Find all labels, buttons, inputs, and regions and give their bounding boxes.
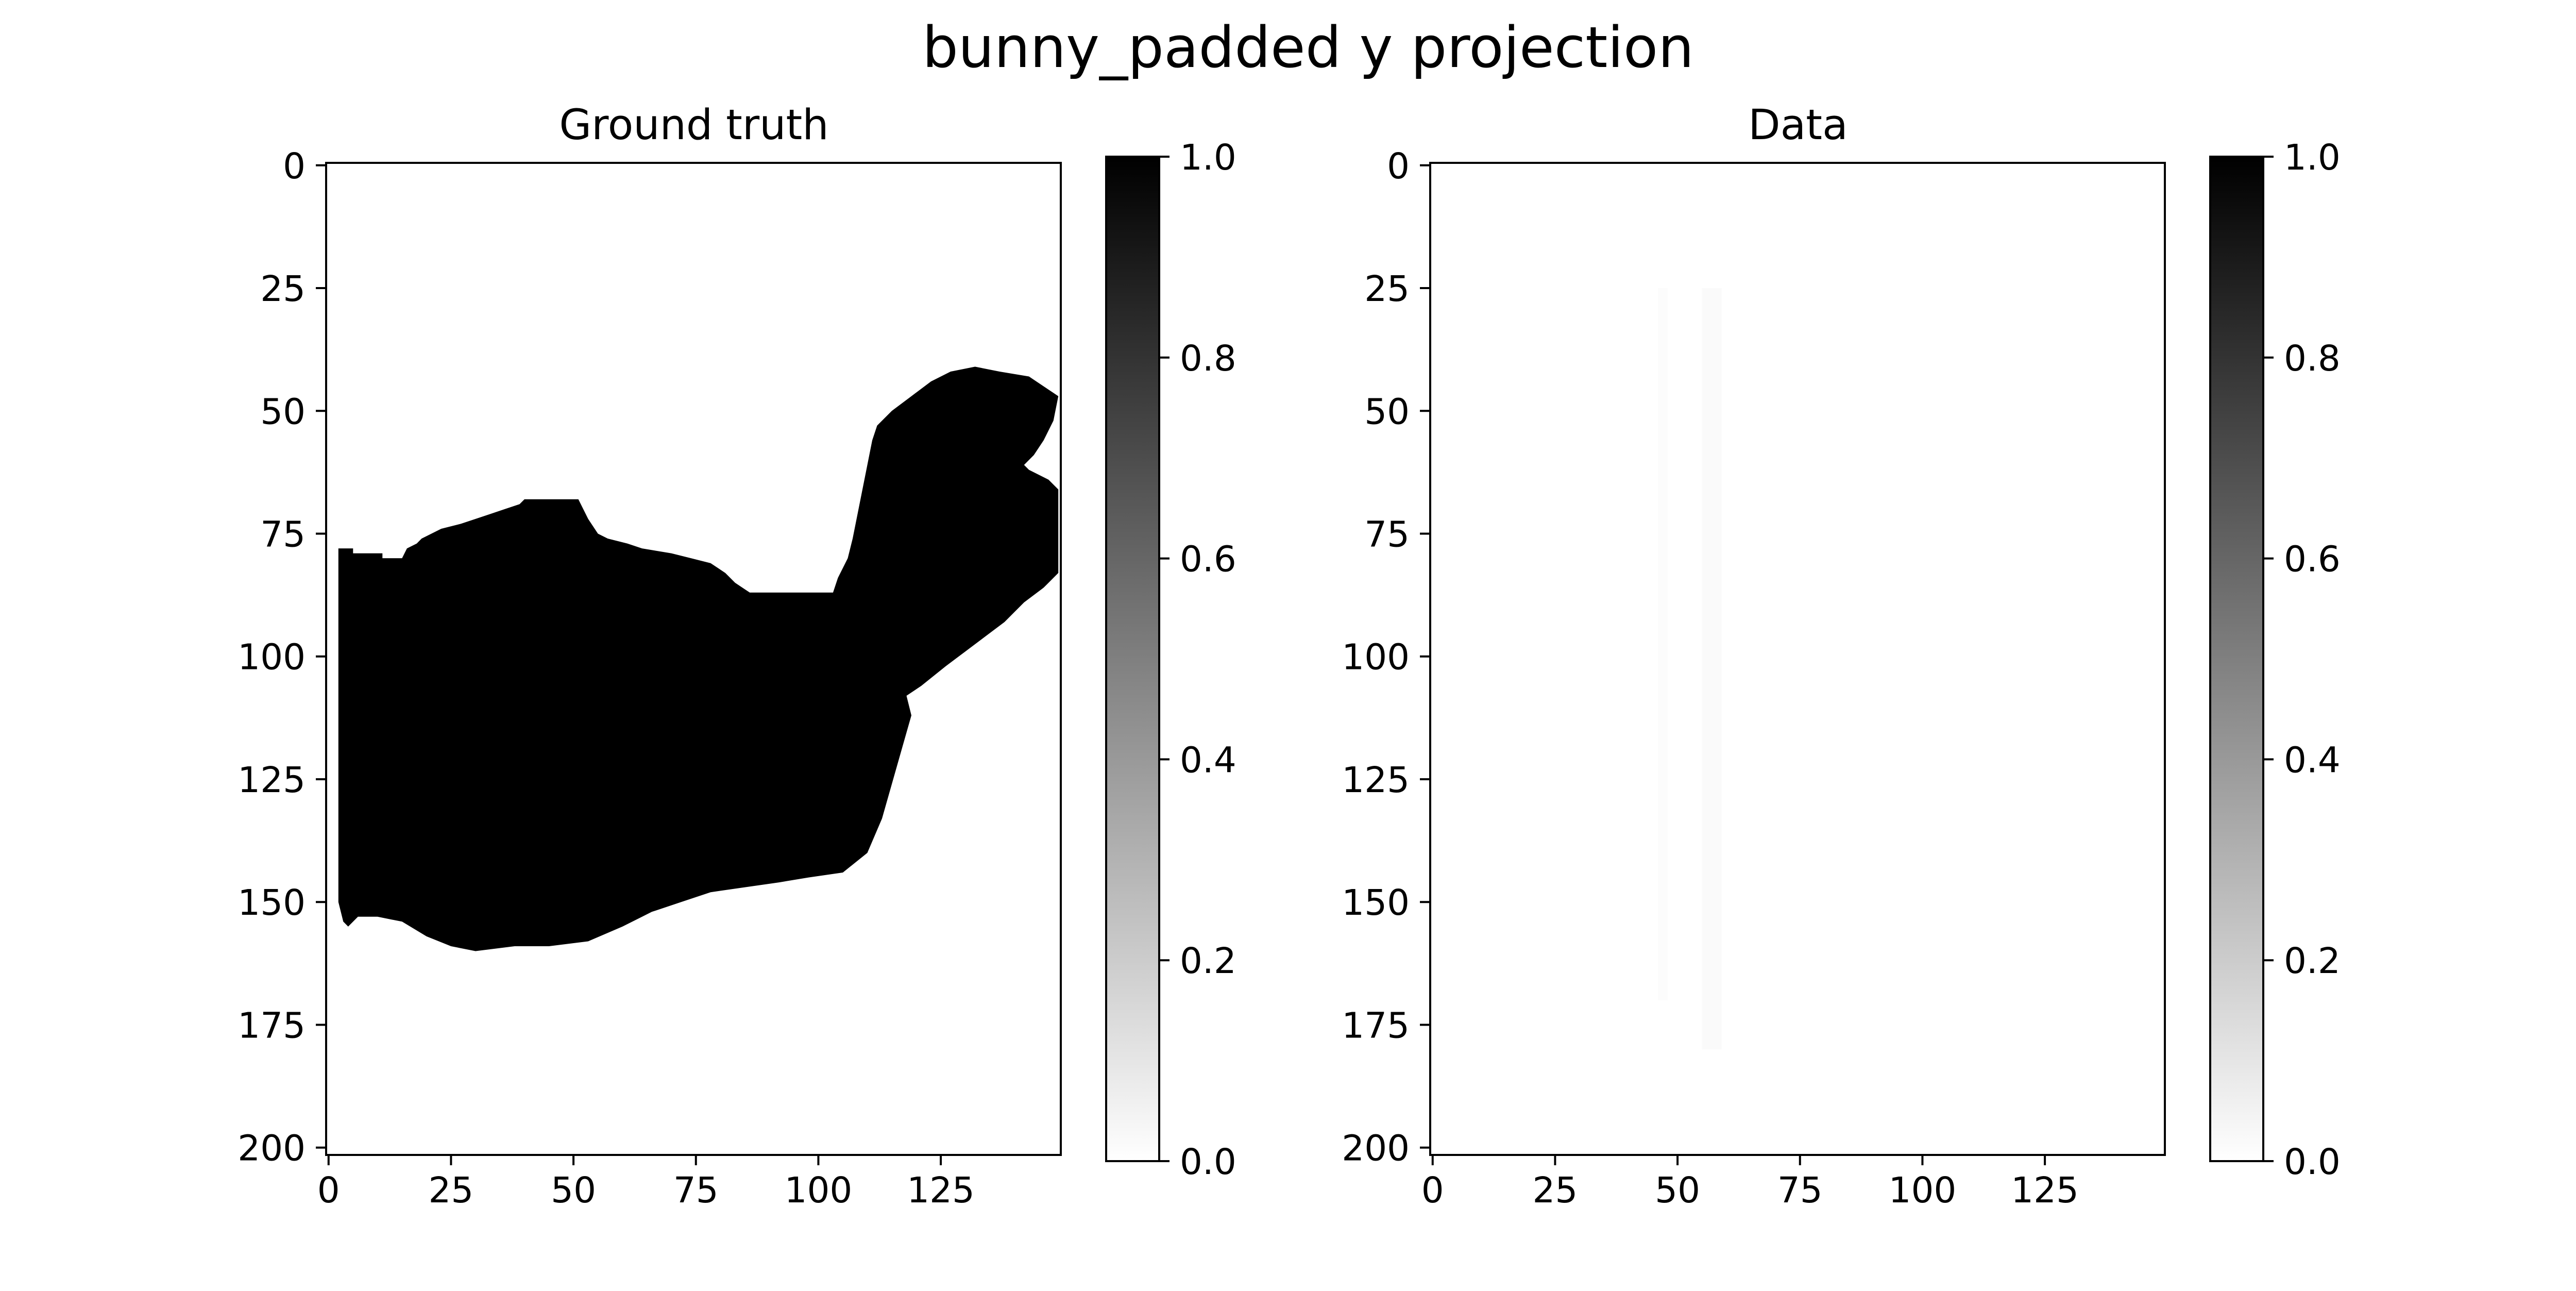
ground-truth-y-tick-label: 150 — [238, 882, 306, 924]
ground-truth-x-axis: 0 25 50 75 100 125 — [317, 1155, 975, 1211]
data-x-tick-label: 25 — [1533, 1170, 1578, 1211]
data-colorbar-tick-label: 0.2 — [2284, 941, 2341, 982]
ground-truth-y-tick-label: 25 — [260, 269, 306, 310]
ground-truth-x-tick-label: 50 — [551, 1170, 596, 1211]
ground-truth-y-tick-label: 125 — [238, 760, 306, 801]
ground-truth-colorbar-gradient — [1106, 157, 1159, 1161]
data-x-tick-label: 100 — [1889, 1170, 1957, 1211]
data-colorbar-tick-label: 1.0 — [2284, 137, 2341, 178]
data-y-tick-label: 200 — [1342, 1128, 1410, 1169]
ground-truth-y-tick-label: 0 — [283, 146, 306, 187]
ground-truth-y-axis: 0 25 50 75 100 125 150 175 200 — [238, 146, 326, 1169]
ground-truth-axes-frame — [325, 162, 1062, 1156]
ground-truth-y-tick-label: 75 — [260, 514, 306, 555]
data-x-tick-label: 75 — [1777, 1170, 1823, 1211]
data-colorbar-tick-label: 0.8 — [2284, 338, 2341, 379]
data-y-tick-label: 175 — [1342, 1005, 1410, 1046]
data-faint-column-0 — [1658, 288, 1668, 1000]
ground-truth-colorbar-tick-label: 0.0 — [1180, 1142, 1236, 1183]
ground-truth-y-tick-label: 50 — [260, 391, 306, 432]
ground-truth-colorbar: 0.0 0.2 0.4 0.6 0.8 1.0 — [1105, 137, 1236, 1183]
data-x-tick-label: 125 — [2011, 1170, 2079, 1211]
data-title: Data — [1748, 101, 1848, 149]
data-y-tick-label: 25 — [1364, 269, 1410, 310]
ground-truth-x-tick-label: 75 — [673, 1170, 719, 1211]
ground-truth-colorbar-tick-label: 0.4 — [1180, 740, 1236, 781]
data-colorbar-gradient — [2210, 157, 2263, 1161]
data-y-tick-label: 0 — [1387, 146, 1410, 187]
ground-truth-x-tick-label: 100 — [785, 1170, 853, 1211]
ground-truth-title: Ground truth — [559, 101, 828, 149]
ground-truth-bunny-silhouette — [338, 366, 1059, 951]
data-x-axis: 0 25 50 75 100 125 — [1421, 1155, 2079, 1211]
data-panel: Data 0 25 50 75 100 125 0 25 50 75 100 125 150 175 20… — [1342, 101, 2340, 1211]
data-y-tick-label: 100 — [1342, 637, 1410, 678]
ground-truth-x-tick-label: 125 — [907, 1170, 975, 1211]
data-faint-column-1 — [1702, 288, 1722, 1050]
ground-truth-colorbar-tick-label: 0.2 — [1180, 941, 1236, 982]
data-colorbar-tick-label: 0.4 — [2284, 740, 2341, 781]
data-colorbar-tick-label: 0.0 — [2284, 1142, 2341, 1183]
ground-truth-colorbar-frame — [1105, 156, 1160, 1162]
ground-truth-colorbar-tick-label: 0.8 — [1180, 338, 1236, 379]
ground-truth-colorbar-tick-label: 0.6 — [1180, 539, 1236, 580]
ground-truth-colorbar-tick-label: 1.0 — [1180, 137, 1236, 178]
data-colorbar: 0.0 0.2 0.4 0.6 0.8 1.0 — [2209, 137, 2341, 1183]
ground-truth-y-tick-label: 100 — [238, 637, 306, 678]
ground-truth-x-tick-label: 25 — [429, 1170, 474, 1211]
ground-truth-y-tick-label: 200 — [238, 1128, 306, 1169]
data-axes-frame — [1429, 162, 2166, 1156]
data-x-tick-label: 50 — [1655, 1170, 1700, 1211]
figure-title: bunny_padded y projection — [922, 14, 1694, 80]
data-colorbar-tick-label: 0.6 — [2284, 539, 2341, 580]
data-y-tick-label: 150 — [1342, 882, 1410, 924]
ground-truth-x-tick-label: 0 — [317, 1170, 340, 1211]
data-y-tick-label: 75 — [1364, 514, 1410, 555]
data-colorbar-frame — [2209, 156, 2264, 1162]
ground-truth-panel: Ground truth 0 25 50 75 100 125 0 25 50 75 100 125… — [238, 101, 1236, 1211]
data-y-tick-label: 50 — [1364, 391, 1410, 432]
data-x-tick-label: 0 — [1421, 1170, 1444, 1211]
ground-truth-y-tick-label: 175 — [238, 1005, 306, 1046]
data-y-axis: 0 25 50 75 100 125 150 175 200 — [1342, 146, 1430, 1169]
data-image-background — [1430, 163, 2165, 1155]
data-y-tick-label: 125 — [1342, 760, 1410, 801]
